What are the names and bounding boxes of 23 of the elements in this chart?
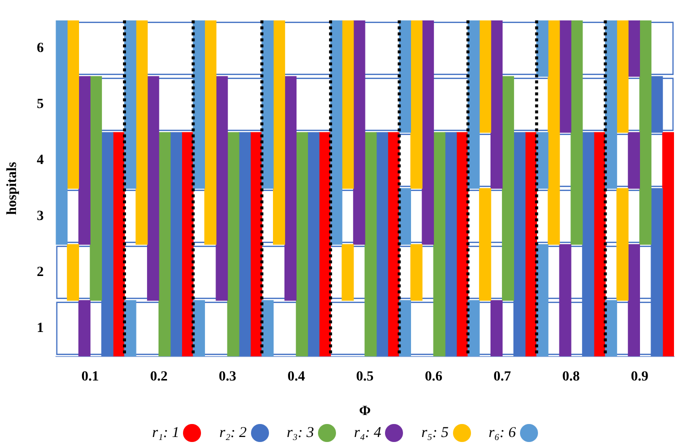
legend-label: r₅: 5 <box>421 424 449 442</box>
y-axis-title: hospitals <box>5 161 20 215</box>
y-tick-label: 5 <box>36 97 44 112</box>
y-tick-label: 6 <box>36 41 44 56</box>
x-tick-label: 0.6 <box>424 369 442 384</box>
legend-label: r₁: 1 <box>152 424 180 442</box>
x-tick-label: 0.2 <box>150 369 168 384</box>
x-tick-label: 0.7 <box>494 369 512 384</box>
legend-label: r₂: 2 <box>219 424 247 442</box>
legend-label: r₆: 6 <box>488 424 516 442</box>
x-tick-label: 0.5 <box>356 369 374 384</box>
x-tick-label: 0.4 <box>287 369 305 384</box>
legend-label: r₄: 4 <box>354 424 382 442</box>
y-tick-label: 4 <box>36 153 44 168</box>
y-tick-label: 2 <box>36 265 44 280</box>
y-tick-label: 3 <box>36 209 44 224</box>
x-axis-title: Φ <box>359 404 372 420</box>
y-tick-label: 1 <box>36 321 44 336</box>
x-tick-label: 0.1 <box>81 369 99 384</box>
legend-label: r₃: 3 <box>286 424 314 442</box>
x-tick-label: 0.3 <box>218 369 236 384</box>
x-tick-label: 0.8 <box>562 369 580 384</box>
x-tick-label: 0.9 <box>630 369 648 384</box>
